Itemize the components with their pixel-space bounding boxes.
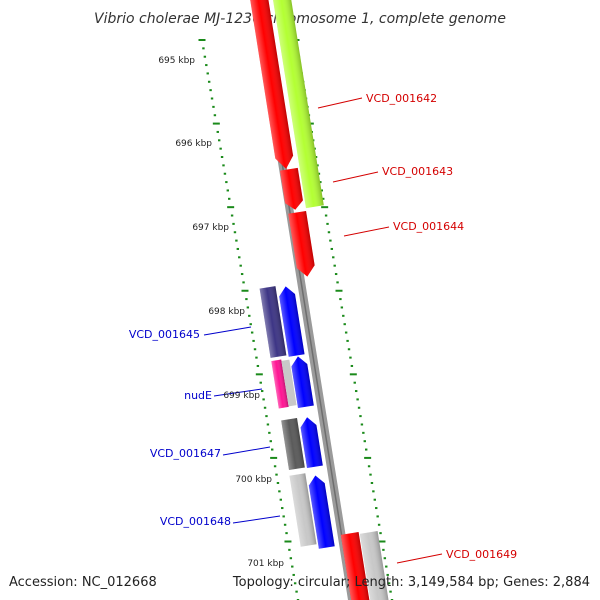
forward-gene-labels: VCD_001642 VCD_001643 VCD_001644 VCD_001… <box>317 92 517 564</box>
gene-nude[interactable] <box>271 359 289 409</box>
gene-vcd-001647[interactable] <box>281 418 305 470</box>
label-vcd-001647[interactable]: VCD_001647 <box>150 447 221 460</box>
gene-grey-forward[interactable] <box>359 531 390 600</box>
label-vcd-001642[interactable]: VCD_001642 <box>366 92 437 105</box>
gene-grey-nude[interactable] <box>281 359 297 407</box>
scale-label-698: 698 kbp <box>208 307 245 317</box>
gene-blue-1[interactable] <box>278 285 305 357</box>
scale-labels: 695 kbp 696 kbp 697 kbp 698 kbp 699 kbp … <box>158 56 284 569</box>
gene-blue-2[interactable] <box>290 355 314 408</box>
map-title: Vibrio cholerae MJ-1236 chromosome 1, co… <box>94 11 506 27</box>
gene-vcd-001643[interactable] <box>279 167 304 211</box>
scale-label-701: 701 kbp <box>247 559 284 569</box>
scale-ticks-inner <box>198 39 300 600</box>
scale-label-700: 700 kbp <box>235 475 272 485</box>
scale-label-696: 696 kbp <box>175 139 212 149</box>
gene-lime[interactable] <box>267 0 324 209</box>
gene-vcd-001648[interactable] <box>289 473 317 547</box>
label-vcd-001645[interactable]: VCD_001645 <box>129 328 200 341</box>
gene-vcd-001645[interactable] <box>259 286 287 358</box>
gene-blue-4[interactable] <box>307 474 335 549</box>
gene-vcd-001649[interactable] <box>340 532 371 600</box>
scale-label-695: 695 kbp <box>158 56 195 66</box>
label-nude[interactable]: nudE <box>184 389 212 402</box>
scale-label-699: 699 kbp <box>223 391 260 401</box>
label-vcd-001644[interactable]: VCD_001644 <box>393 220 464 233</box>
genome-summary-text: Topology: circular; Length: 3,149,584 bp… <box>232 575 590 590</box>
gene-track <box>244 0 390 600</box>
label-vcd-001648[interactable]: VCD_001648 <box>160 515 231 528</box>
accession-text: Accession: NC_012668 <box>9 575 157 590</box>
reverse-gene-labels: VCD_001645 nudE VCD_001647 VCD_001648 <box>129 326 281 528</box>
label-vcd-001649[interactable]: VCD_001649 <box>446 548 517 561</box>
gene-blue-3[interactable] <box>299 416 323 468</box>
label-vcd-001643[interactable]: VCD_001643 <box>382 165 453 178</box>
gene-vcd-001644[interactable] <box>288 210 316 278</box>
scale-label-697: 697 kbp <box>192 223 229 233</box>
gene-vcd-001642[interactable] <box>244 0 295 170</box>
